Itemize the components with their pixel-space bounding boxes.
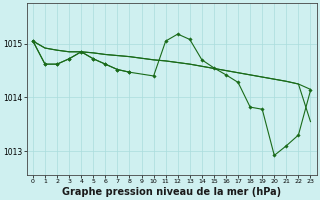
X-axis label: Graphe pression niveau de la mer (hPa): Graphe pression niveau de la mer (hPa) — [62, 187, 281, 197]
